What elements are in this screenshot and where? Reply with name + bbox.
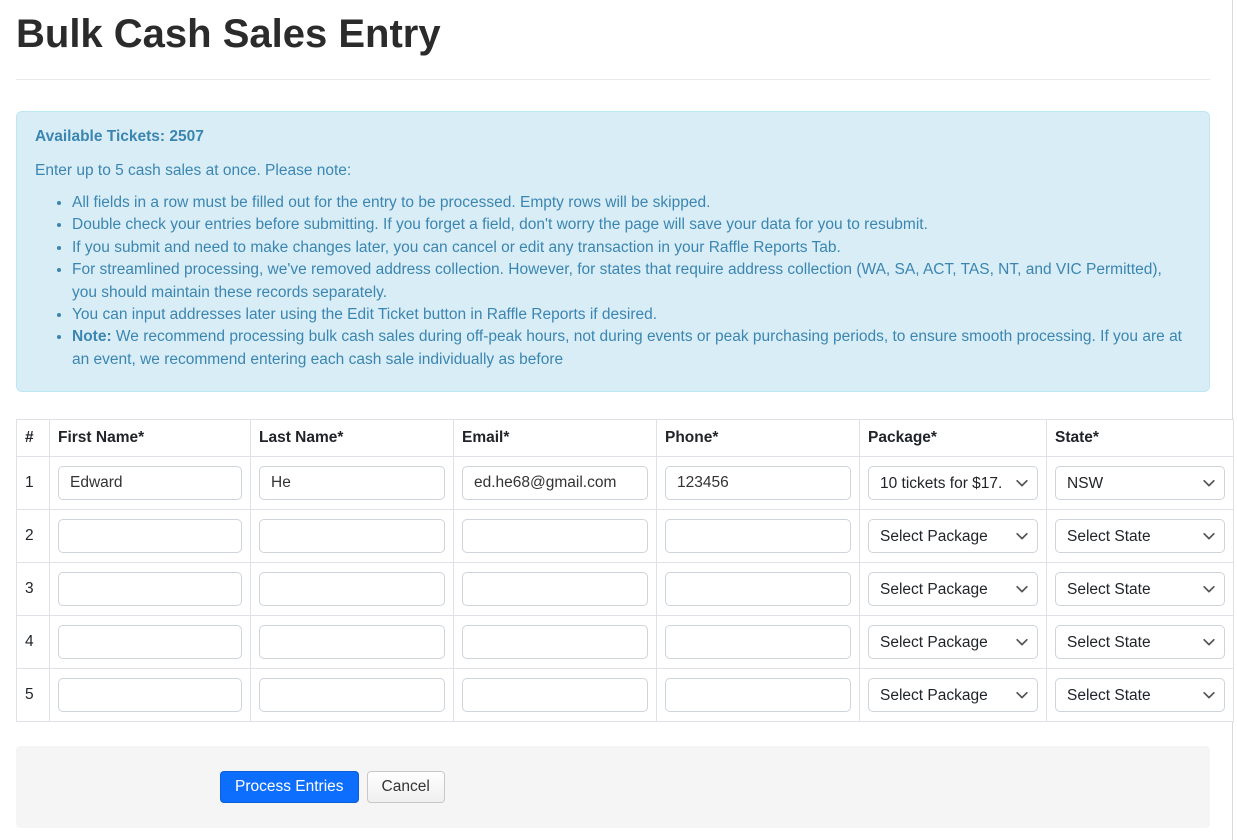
- state-select[interactable]: Select State: [1055, 572, 1225, 607]
- info-intro-text: Enter up to 5 cash sales at once. Please…: [35, 162, 352, 179]
- table-row: 5 Select Package Select State: [16, 668, 1234, 723]
- package-select[interactable]: 10 tickets for $17.: [868, 466, 1038, 501]
- process-entries-button[interactable]: Process Entries: [220, 771, 359, 804]
- form-actions-bar: Process Entries Cancel: [16, 746, 1210, 829]
- first-name-input[interactable]: [58, 519, 242, 554]
- row-number: 4: [16, 615, 50, 670]
- phone-input[interactable]: [665, 678, 851, 713]
- package-select[interactable]: Select Package: [868, 625, 1038, 660]
- column-header-first-name: First Name*: [49, 419, 251, 458]
- row-number: 2: [16, 509, 50, 564]
- note-label: Note:: [72, 328, 112, 346]
- cancel-button[interactable]: Cancel: [366, 771, 445, 804]
- info-panel: Available Tickets: 2507 Enter up to 5 ca…: [16, 111, 1210, 393]
- last-name-input[interactable]: [259, 519, 445, 554]
- last-name-input[interactable]: [259, 625, 445, 660]
- first-name-input[interactable]: [58, 572, 242, 607]
- email-input[interactable]: [462, 625, 648, 660]
- column-header-email: Email*: [453, 419, 657, 458]
- phone-input[interactable]: [665, 466, 851, 501]
- first-name-input[interactable]: [58, 678, 242, 713]
- content-container: Bulk Cash Sales Entry Available Tickets:…: [16, 0, 1234, 829]
- info-bullet: Double check your entries before submitt…: [72, 214, 1189, 236]
- column-header-last-name: Last Name*: [250, 419, 454, 458]
- column-header-package: Package*: [859, 419, 1047, 458]
- info-bullet-list: All fields in a row must be filled out f…: [35, 192, 1189, 371]
- state-select[interactable]: Select State: [1055, 678, 1225, 713]
- table-header-row: # First Name* Last Name* Email* Phone* P…: [16, 419, 1234, 458]
- package-select[interactable]: Select Package: [868, 519, 1038, 554]
- email-input[interactable]: [462, 572, 648, 607]
- table-row: 2 Select Package Select State: [16, 509, 1234, 564]
- note-text: We recommend processing bulk cash sales …: [72, 328, 1182, 368]
- state-select[interactable]: Select State: [1055, 519, 1225, 554]
- entries-table: # First Name* Last Name* Email* Phone* P…: [16, 419, 1234, 723]
- info-note-bullet: Note: We recommend processing bulk cash …: [72, 326, 1189, 371]
- phone-input[interactable]: [665, 572, 851, 607]
- email-input[interactable]: [462, 678, 648, 713]
- package-select[interactable]: Select Package: [868, 678, 1038, 713]
- info-bullet: For streamlined processing, we've remove…: [72, 259, 1189, 304]
- state-select[interactable]: Select State: [1055, 625, 1225, 660]
- first-name-input[interactable]: [58, 625, 242, 660]
- form-actions: Process Entries Cancel: [220, 771, 445, 804]
- last-name-input[interactable]: [259, 466, 445, 501]
- email-input[interactable]: [462, 519, 648, 554]
- row-number: 1: [16, 456, 50, 511]
- first-name-input[interactable]: [58, 466, 242, 501]
- info-bullet: If you submit and need to make changes l…: [72, 237, 1189, 259]
- info-bullet: All fields in a row must be filled out f…: [72, 192, 1189, 214]
- page-title: Bulk Cash Sales Entry: [16, 12, 441, 56]
- package-select[interactable]: Select Package: [868, 572, 1038, 607]
- row-number: 3: [16, 562, 50, 617]
- state-select[interactable]: NSW: [1055, 466, 1225, 501]
- column-header-phone: Phone*: [656, 419, 860, 458]
- email-input[interactable]: [462, 466, 648, 501]
- title-divider: [16, 79, 1210, 80]
- table-row: 3 Select Package Select State: [16, 562, 1234, 617]
- row-number: 5: [16, 668, 50, 723]
- table-row: 1 10 tickets for $17. NSW: [16, 456, 1234, 511]
- phone-input[interactable]: [665, 519, 851, 554]
- last-name-input[interactable]: [259, 572, 445, 607]
- last-name-input[interactable]: [259, 678, 445, 713]
- phone-input[interactable]: [665, 625, 851, 660]
- info-bullet: You can input addresses later using the …: [72, 304, 1189, 326]
- table-row: 4 Select Package Select State: [16, 615, 1234, 670]
- column-header-state: State*: [1046, 419, 1234, 458]
- available-tickets-heading: Available Tickets: 2507: [35, 128, 204, 145]
- column-header-number: #: [16, 419, 50, 458]
